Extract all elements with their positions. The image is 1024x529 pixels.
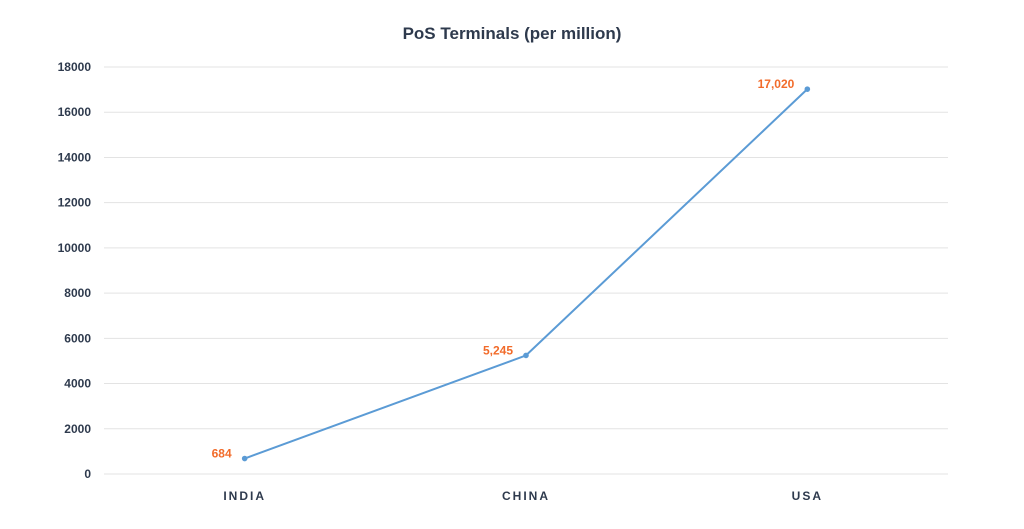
y-tick-label: 14000 xyxy=(58,150,92,164)
data-point xyxy=(523,352,529,359)
y-tick-label: 8000 xyxy=(64,286,91,300)
x-tick-label: CHINA xyxy=(502,489,550,503)
x-tick-label: INDIA xyxy=(223,489,266,503)
y-tick-label: 16000 xyxy=(58,105,92,119)
y-axis-ticks: 0 2000 4000 6000 8000 10000 12000 14000 16000 180… xyxy=(58,60,92,481)
series-line xyxy=(244,88,809,460)
y-tick-label: 0 xyxy=(84,467,91,481)
y-tick-label: 12000 xyxy=(58,196,92,210)
y-tick-label: 18000 xyxy=(58,60,92,74)
data-labels: 684 5,245 17,020 xyxy=(212,77,795,460)
data-label: 684 xyxy=(212,447,232,461)
y-tick-label: 6000 xyxy=(64,331,91,345)
y-tick-label: 2000 xyxy=(64,422,91,436)
data-point xyxy=(241,455,248,462)
gridlines xyxy=(104,66,948,475)
chart-title: PoS Terminals (per million) xyxy=(403,24,622,43)
x-axis-ticks: INDIA CHINA USA xyxy=(223,489,823,503)
series xyxy=(241,86,811,462)
x-tick-label: USA xyxy=(792,489,823,503)
data-point xyxy=(804,86,811,92)
data-label: 17,020 xyxy=(758,77,795,91)
y-tick-label: 4000 xyxy=(64,377,91,391)
data-label: 5,245 xyxy=(483,343,513,357)
y-tick-label: 10000 xyxy=(58,241,92,255)
